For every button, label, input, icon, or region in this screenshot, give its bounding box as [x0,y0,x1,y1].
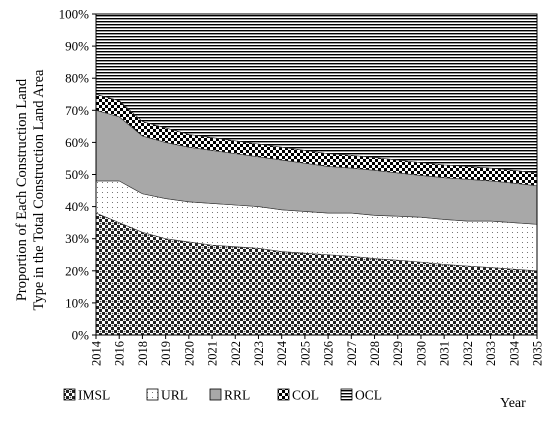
y-tick-label: 10% [65,295,89,310]
x-tick-label: 2014 [90,340,104,366]
x-tick-label: 2027 [345,341,359,366]
y-tick-label: 90% [65,39,89,54]
legend-swatch-ocl [340,388,353,401]
legend-label-ocl: OCL [355,388,382,403]
x-tick-label: 2031 [438,341,452,366]
x-tick-label: 2025 [298,341,312,366]
x-tick-label: 2035 [531,341,545,366]
x-tick-label: 2026 [322,341,336,366]
y-tick-label: 60% [65,135,89,150]
x-tick-label: 2022 [229,341,243,366]
x-tick-label: 2021 [206,341,220,366]
x-tick-label: 2030 [414,341,428,366]
x-tick-label: 2033 [484,341,498,366]
x-tick-label: 2023 [252,341,266,366]
legend-swatch-col [277,388,290,401]
x-tick-label: 2019 [159,341,173,366]
legend-label-col: COL [292,388,319,403]
legend-swatch-url [146,388,159,401]
y-tick-label: 100% [59,7,90,22]
x-tick-label: 2029 [391,341,405,366]
y-tick-label: 20% [65,263,89,278]
x-tick-label: 2016 [113,341,127,366]
legend-swatch-rrl [209,388,222,401]
area-layers [95,13,538,336]
y-axis-title-line-2: Type in the Total Construction Land Area [31,69,47,310]
x-axis-title: Year [500,396,526,411]
x-tick-label: 2018 [136,341,150,366]
legend-swatch-imsl [63,388,76,401]
legend: IMSL URL RRL COL OCL [63,388,382,403]
legend-label-imsl: IMSL [78,388,110,403]
x-tick-label: 2032 [461,341,475,366]
y-tick-label: 40% [65,199,89,214]
y-tick-label: 30% [65,231,89,246]
plot-area [95,13,538,336]
y-tick-label: 70% [65,103,89,118]
y-tick-label: 80% [65,71,89,86]
legend-label-url: URL [161,388,188,403]
y-tick-label: 0% [72,328,90,343]
y-axis-title: Proportion of Each Construction Land Typ… [14,69,47,310]
x-tick-label: 2020 [182,341,196,366]
x-tick-label: 2024 [275,340,289,366]
y-axis: 0% 10% 20% 30% 40% 50% 60% 70% 80% 90% 100% [59,7,96,343]
y-tick-label: 50% [65,167,89,182]
y-axis-title-line-1: Proportion of Each Construction Land [14,78,30,301]
x-axis: 2014 2016 2018 2019 2020 2021 2022 2023 2024 2025… [90,335,545,366]
legend-label-rrl: RRL [224,388,250,403]
x-tick-label: 2034 [507,340,521,366]
x-tick-label: 2028 [368,341,382,366]
